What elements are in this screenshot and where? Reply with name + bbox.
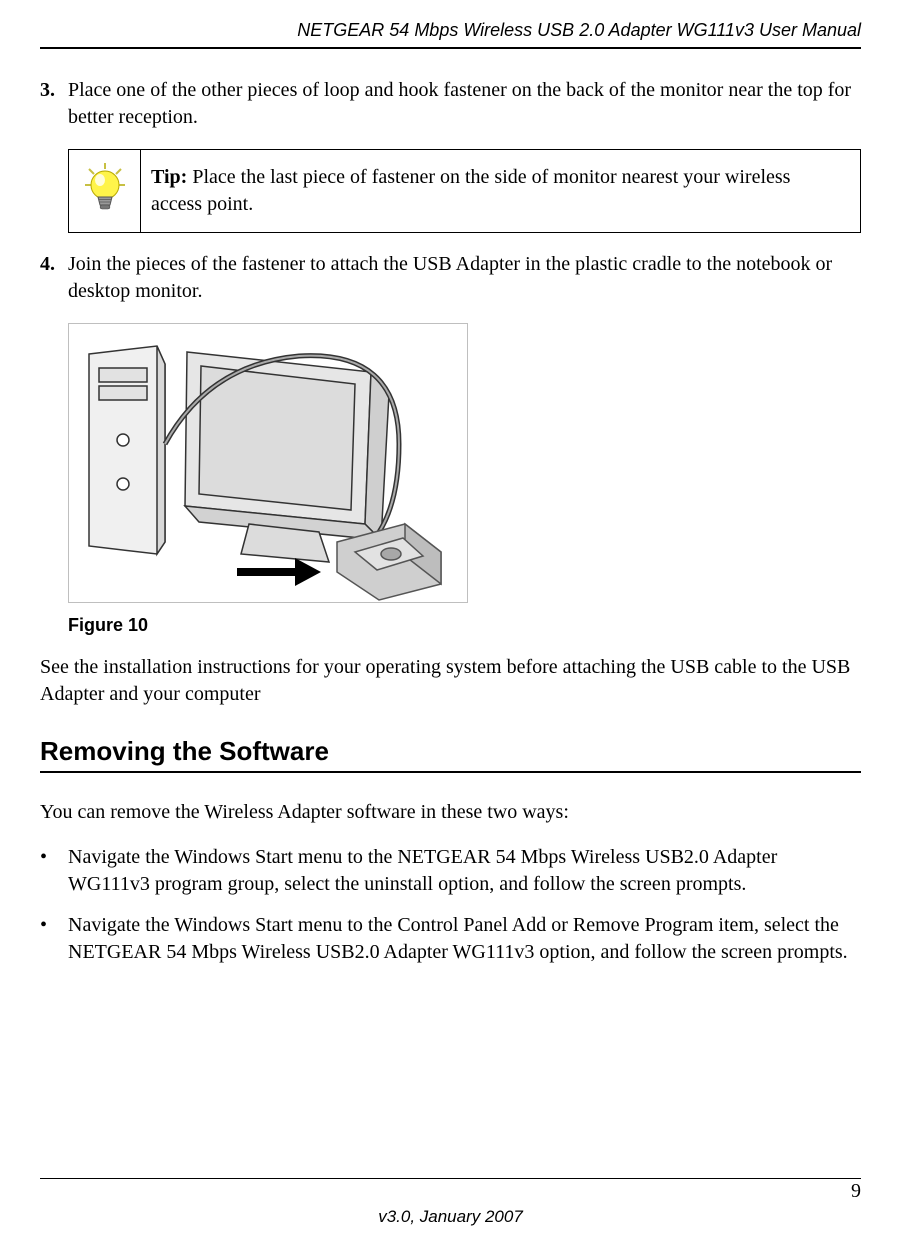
- page-number: 9: [851, 1180, 861, 1203]
- step-4-text: Join the pieces of the fastener to attac…: [68, 251, 861, 305]
- bullet-1-text: Navigate the Windows Start menu to the N…: [68, 844, 861, 898]
- header-rule: [40, 47, 861, 49]
- figure-10: [68, 323, 468, 603]
- bullet-2-text: Navigate the Windows Start menu to the C…: [68, 912, 861, 966]
- step-3: 3. Place one of the other pieces of loop…: [40, 77, 861, 131]
- footer-version: v3.0, January 2007: [0, 1207, 901, 1227]
- bullet-2-mark: •: [40, 912, 68, 966]
- footer-rule: [40, 1178, 861, 1179]
- step-4-number: 4.: [40, 251, 68, 305]
- section-heading-removing-software: Removing the Software: [40, 736, 861, 767]
- remove-intro-paragraph: You can remove the Wireless Adapter soft…: [40, 799, 861, 826]
- section-rule: [40, 771, 861, 773]
- tip-text: Tip: Place the last piece of fastener on…: [141, 150, 860, 232]
- bullet-1-mark: •: [40, 844, 68, 898]
- figure-10-illustration: [69, 324, 467, 602]
- tip-body: Place the last piece of fastener on the …: [151, 166, 790, 215]
- step-3-number: 3.: [40, 77, 68, 131]
- paragraph-after-figure: See the installation instructions for yo…: [40, 654, 861, 708]
- tip-box: Tip: Place the last piece of fastener on…: [68, 149, 861, 233]
- bullet-2: • Navigate the Windows Start menu to the…: [40, 912, 861, 966]
- tip-label: Tip:: [151, 166, 192, 188]
- lightbulb-icon: [81, 161, 129, 222]
- bullet-1: • Navigate the Windows Start menu to the…: [40, 844, 861, 898]
- step-4: 4. Join the pieces of the fastener to at…: [40, 251, 861, 305]
- figure-10-caption: Figure 10: [68, 615, 861, 636]
- step-3-text: Place one of the other pieces of loop an…: [68, 77, 861, 131]
- header-title: NETGEAR 54 Mbps Wireless USB 2.0 Adapter…: [40, 0, 861, 47]
- tip-icon-cell: [69, 150, 141, 232]
